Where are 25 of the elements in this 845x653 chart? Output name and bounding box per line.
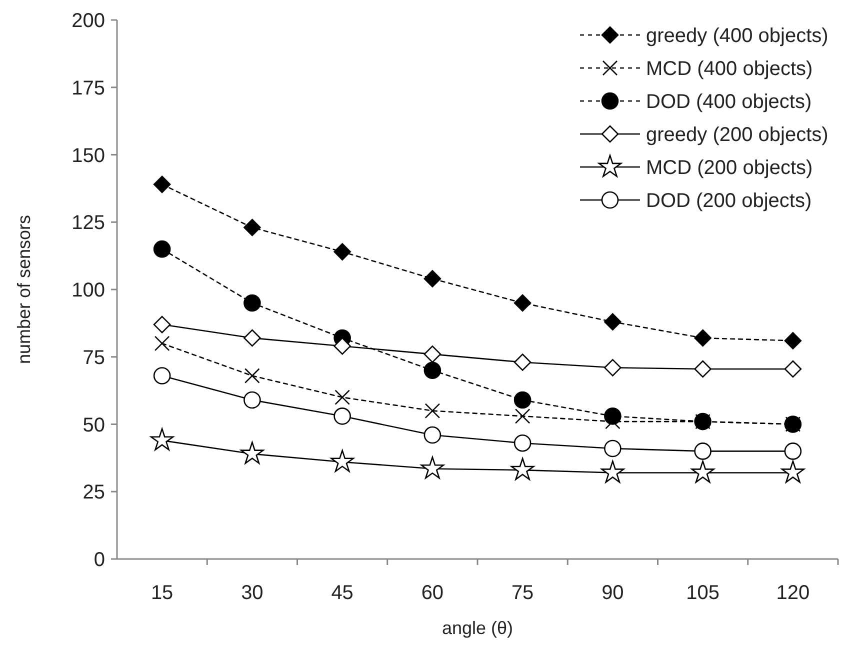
- x-tick-label: 60: [421, 582, 444, 604]
- y-tick-label: 25: [82, 482, 105, 504]
- legend-label: greedy (200 objects): [646, 124, 828, 146]
- y-tick-label: 150: [72, 144, 105, 167]
- y-tick-label: 0: [94, 549, 105, 571]
- y-tick-label: 50: [82, 414, 105, 436]
- x-tick-label: 120: [776, 582, 810, 604]
- x-tick-label: 90: [602, 582, 624, 604]
- legend-label: MCD (400 objects): [646, 58, 813, 80]
- y-tick-label: 175: [72, 77, 105, 100]
- legend-label: DOD (200 objects): [646, 190, 812, 212]
- x-tick-label: 45: [331, 582, 354, 604]
- x-tick-label: 75: [511, 582, 534, 604]
- y-tick-label: 200: [72, 10, 105, 32]
- x-tick-label: 30: [241, 582, 264, 604]
- x-axis-title: angle (θ): [442, 618, 514, 638]
- x-tick-label: 105: [686, 582, 720, 604]
- y-tick-label: 100: [72, 280, 105, 302]
- legend-label: DOD (400 objects): [646, 91, 812, 113]
- x-tick-label: 15: [150, 582, 174, 604]
- y-tick-label: 125: [72, 212, 105, 234]
- y-axis-title: number of sensors: [14, 214, 34, 364]
- y-tick-label: 75: [82, 346, 105, 369]
- legend-label: greedy (400 objects): [646, 25, 828, 47]
- legend-label: MCD (200 objects): [646, 157, 813, 179]
